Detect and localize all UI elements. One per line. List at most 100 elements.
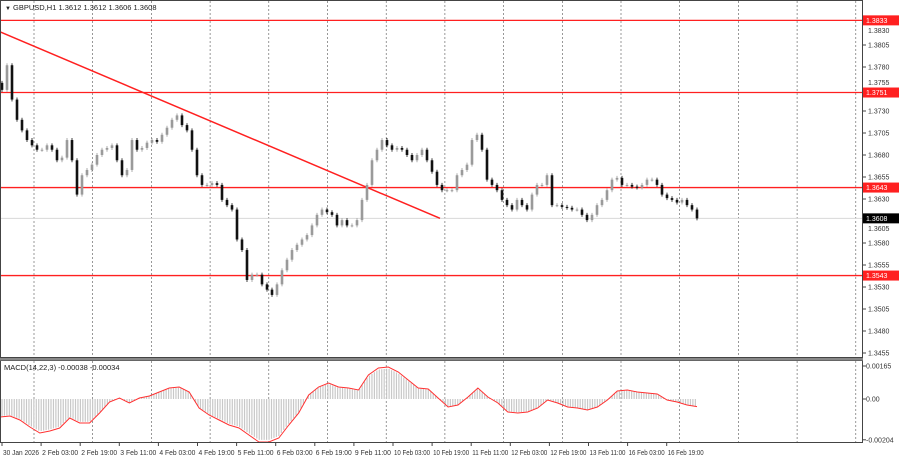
grid [33,1,857,442]
candle [555,205,559,207]
triangle-down-icon[interactable]: ▼ [5,6,11,12]
candle [50,145,54,150]
trendline [0,31,441,220]
candle [385,140,389,146]
x-tick-label: 10 Feb 19:00 [433,450,469,457]
y-tick-label: 1.3655 [868,175,890,182]
candle [260,274,264,285]
macd-header: MACD(14,22,3) -0.00038 -0.00034 [4,363,120,372]
candle [395,147,399,150]
y-tick-label: 1.3480 [868,329,890,336]
y-tick-label: 1.3780 [868,65,890,72]
candle [230,205,234,210]
x-tick-label: 4 Feb 03:00 [159,450,195,457]
candle [605,190,609,200]
candle [235,209,239,240]
candle [75,160,79,195]
candle [590,214,594,221]
candle [185,125,189,131]
candle [330,212,334,215]
candle [520,199,524,206]
x-tick-label: 13 Feb 11:00 [590,450,626,457]
candle [530,194,534,210]
candle [635,186,639,188]
candle [30,140,34,146]
x-tick-label: 12 Feb 19:00 [550,450,586,457]
candle [70,140,74,161]
candle [140,147,144,150]
candle [400,147,404,150]
candle [640,184,644,188]
candle [460,169,464,176]
level-label: 1.3643 [866,185,888,192]
pane-separator[interactable] [0,358,863,361]
current-price-label-bg [863,213,899,224]
price-axis: 1.3830 1.3805 1.3780 1.3755 1.3730 1.3705 1.36… [862,22,894,444]
candle [645,179,649,185]
candle [350,225,354,227]
x-tick-label: 16 Feb 03:00 [629,450,665,457]
candle [55,149,59,161]
y-tick-label: 1.3805 [868,43,890,50]
candle [525,205,529,210]
candle [570,207,574,210]
candle [320,209,324,215]
candle [580,209,584,215]
candle [105,147,109,150]
candle [35,145,39,150]
candle [660,184,664,195]
candle [505,199,509,206]
candle [130,140,134,170]
candle [510,205,514,210]
candle [210,183,214,185]
level-label-bg [863,182,899,193]
candle [270,289,274,295]
candle [155,140,159,142]
candle [275,284,279,295]
candle [20,119,24,131]
y-tick-label: 1.3605 [868,226,890,233]
candle [515,199,519,210]
candle [165,127,169,135]
candle [280,270,284,285]
y-tick-label: 1.3580 [868,241,890,248]
candle [545,175,549,185]
y-tick-label: 1.3730 [868,109,890,116]
candle [25,130,29,141]
candle [500,190,504,200]
candle [45,145,49,150]
candle [305,235,309,240]
candle [5,65,9,90]
level-label-bg [863,15,899,26]
candle [285,259,289,271]
candle [375,149,379,161]
candle [615,177,619,180]
candle [225,199,229,206]
y-tick-label: 1.3680 [868,153,890,160]
candle [245,250,249,280]
y-tick-label: 1.3830 [868,28,890,35]
candle [325,209,329,213]
x-tick-label: 3 Feb 11:00 [120,450,156,457]
y-tick-label: 1.3505 [868,307,890,314]
candle [80,175,84,195]
x-tick-label: 11 Feb 11:00 [472,450,508,457]
candle [290,250,294,260]
candle [370,160,374,185]
x-tick-label: 4 Feb 19:00 [199,450,235,457]
candle [535,184,539,195]
candle [40,149,44,151]
candle [575,209,579,211]
candle [90,164,94,170]
macd-y-tick-label: 0.00 [866,397,880,404]
symbol-ohlc: GBPUSD,H1 1.3612 1.3612 1.3606 1.3608 [13,3,157,12]
macd-signal-line [0,366,698,443]
candle [470,140,474,165]
candle [485,149,489,180]
candle [135,140,139,150]
candle [540,184,544,186]
level-label-bg [863,87,899,98]
x-tick-label: 30 Jan 2026 [3,450,39,457]
candle [110,145,114,148]
